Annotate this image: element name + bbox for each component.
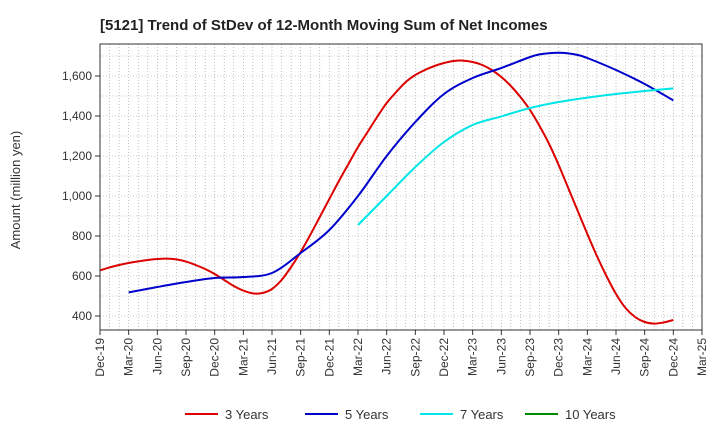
x-tick-label: Jun-23: [494, 338, 508, 375]
series-line-5-years: [128, 51, 674, 294]
x-tick-label: Dec-19: [93, 338, 107, 377]
y-tick-label: 1,200: [62, 149, 92, 163]
y-tick-label: 800: [72, 229, 92, 243]
x-tick-label: Mar-23: [466, 338, 480, 376]
series-line-7-years: [357, 87, 674, 226]
x-tick-label: Mar-20: [122, 338, 136, 376]
x-tick-label: Jun-21: [265, 338, 279, 375]
chart-title: [5121] Trend of StDev of 12-Month Moving…: [100, 17, 548, 34]
x-tick-label: Mar-24: [580, 338, 594, 376]
y-axis-ticks: 400 600 800 1,000 1,200 1,400 1,600: [62, 69, 100, 323]
x-tick-label: Mar-25: [695, 338, 709, 376]
x-tick-label: Sep-22: [408, 338, 422, 377]
x-tick-label: Jun-20: [150, 338, 164, 375]
series-group: [99, 51, 674, 325]
x-tick-label: Sep-24: [638, 338, 652, 377]
series-line-3-years: [99, 59, 674, 325]
x-tick-label: Mar-21: [236, 338, 250, 376]
x-tick-label: Sep-20: [179, 338, 193, 377]
y-tick-label: 600: [72, 269, 92, 283]
legend-label-7-years: 7 Years: [460, 407, 504, 422]
x-tick-label: Jun-22: [380, 338, 394, 375]
x-tick-label: Jun-24: [609, 338, 623, 375]
legend-label-5-years: 5 Years: [345, 407, 389, 422]
y-axis-label: Amount (million yen): [8, 131, 23, 250]
x-tick-label: Dec-23: [552, 338, 566, 377]
x-tick-label: Dec-20: [208, 338, 222, 377]
x-tick-label: Mar-22: [351, 338, 365, 376]
x-tick-label: Sep-23: [523, 338, 537, 377]
x-tick-label: Dec-21: [322, 338, 336, 377]
legend: 3 Years 5 Years 7 Years 10 Years: [185, 407, 616, 422]
grid: [100, 44, 702, 330]
legend-label-10-years: 10 Years: [565, 407, 616, 422]
x-axis-ticks: Dec-19 Mar-20 Jun-20 Sep-20 Dec-20 Mar-21 Jun-…: [93, 330, 709, 377]
plot-frame: [99, 43, 703, 331]
y-tick-label: 1,400: [62, 109, 92, 123]
x-tick-label: Dec-24: [666, 338, 680, 377]
x-tick-label: Sep-21: [294, 338, 308, 377]
y-tick-label: 1,000: [62, 189, 92, 203]
y-tick-label: 400: [72, 309, 92, 323]
x-tick-label: Dec-22: [437, 338, 451, 377]
legend-label-3-years: 3 Years: [225, 407, 269, 422]
y-tick-label: 1,600: [62, 69, 92, 83]
